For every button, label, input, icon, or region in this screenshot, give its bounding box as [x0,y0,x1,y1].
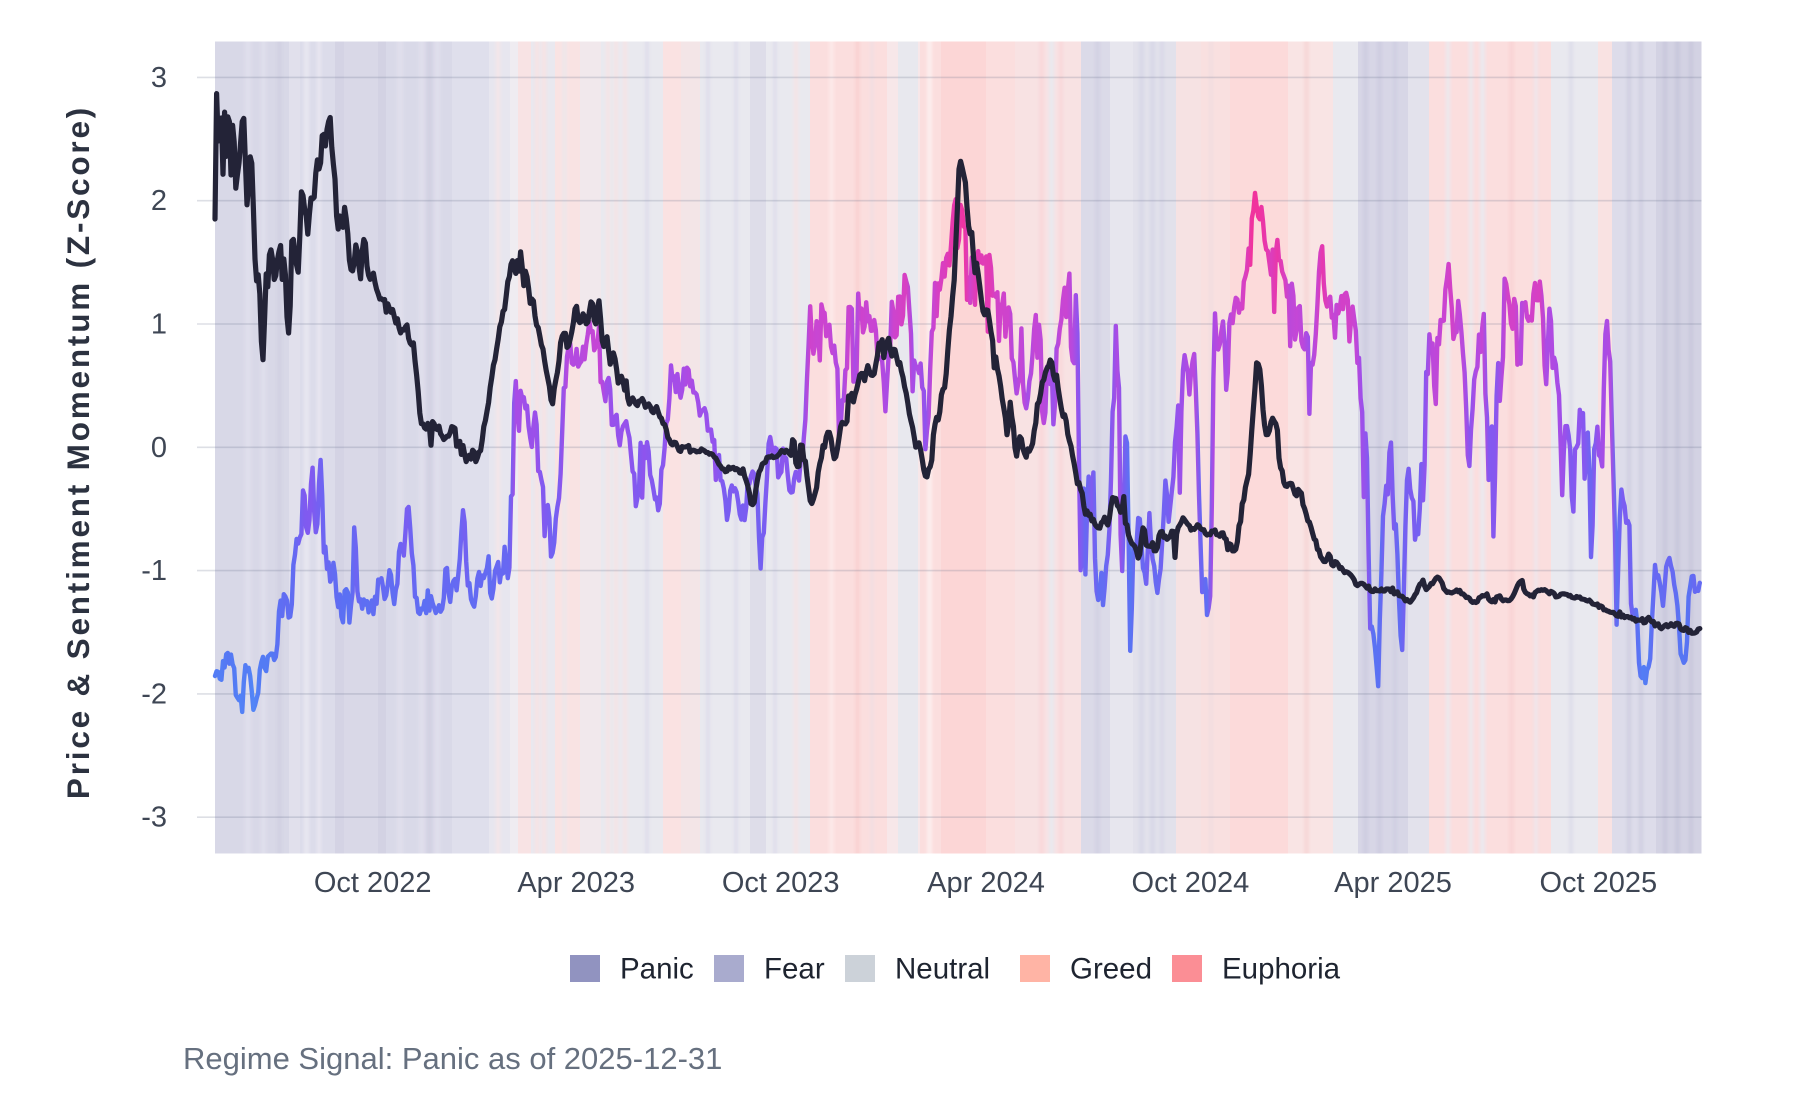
svg-text:Fear: Fear [764,953,825,986]
svg-text:Oct 2025: Oct 2025 [1539,867,1657,899]
svg-text:Apr 2025: Apr 2025 [1334,867,1452,899]
svg-text:1: 1 [151,309,167,341]
svg-text:Euphoria: Euphoria [1222,953,1341,986]
svg-text:-1: -1 [141,555,167,587]
svg-text:Regime Signal: Panic as of 202: Regime Signal: Panic as of 2025-12-31 [183,1041,722,1076]
svg-text:0: 0 [151,432,167,464]
svg-text:3: 3 [151,62,167,94]
svg-text:Oct 2022: Oct 2022 [314,867,432,899]
svg-text:-2: -2 [141,678,167,710]
svg-text:-3: -3 [141,802,167,834]
svg-text:Price & Sentiment Momentum (Z-: Price & Sentiment Momentum (Z-Score) [60,105,96,799]
svg-text:Oct 2024: Oct 2024 [1132,867,1250,899]
svg-text:Greed: Greed [1070,953,1152,986]
svg-text:Oct 2023: Oct 2023 [722,867,840,899]
svg-text:2: 2 [151,185,167,217]
svg-text:Apr 2024: Apr 2024 [927,867,1045,899]
svg-text:Panic: Panic [620,953,694,986]
svg-text:Neutral: Neutral [895,953,990,986]
svg-text:Apr 2023: Apr 2023 [517,867,635,899]
